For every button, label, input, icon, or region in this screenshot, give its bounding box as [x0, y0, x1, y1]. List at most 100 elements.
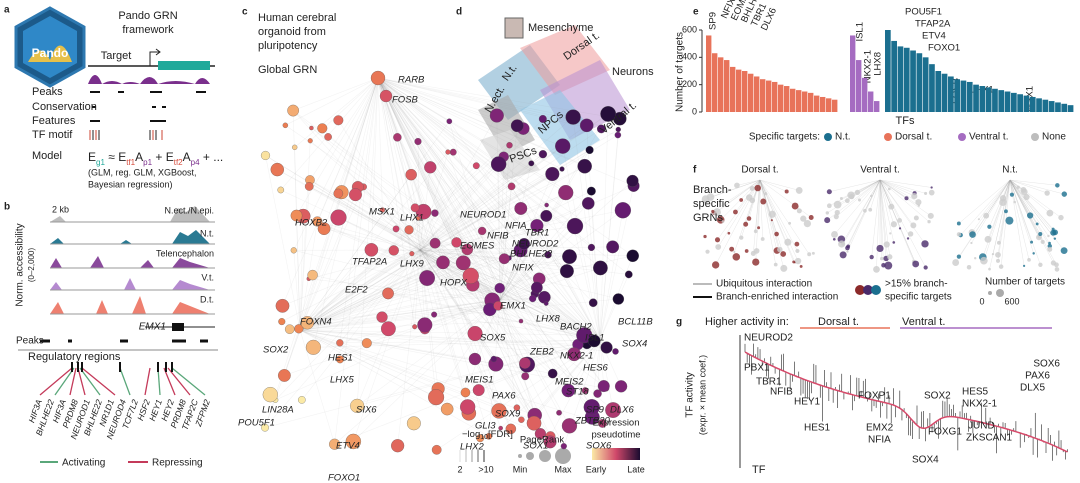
label: RARB	[398, 75, 425, 86]
f-node	[795, 186, 803, 194]
edge	[449, 121, 501, 301]
edge	[299, 320, 522, 331]
f-edge	[879, 179, 914, 226]
tf-node	[597, 380, 610, 393]
label: Model	[32, 150, 62, 162]
tf-node	[312, 216, 323, 227]
label: Target	[101, 50, 132, 62]
label: Regulatory regions	[28, 351, 121, 363]
f-node	[995, 252, 1001, 258]
bar	[850, 35, 856, 112]
f-node	[983, 212, 990, 219]
bar	[820, 96, 826, 112]
edge	[299, 173, 553, 331]
f-node	[883, 241, 890, 248]
f-node	[1054, 267, 1060, 272]
edge	[265, 155, 301, 331]
f-node	[1053, 237, 1057, 240]
label: b	[4, 202, 10, 213]
edge	[313, 249, 421, 348]
fdr-label: −log10[FDR]	[462, 429, 513, 442]
tf-node	[585, 145, 594, 154]
edge	[309, 186, 421, 251]
tf-node	[260, 150, 271, 161]
edge	[284, 299, 501, 376]
tf-node	[290, 247, 297, 254]
label: BCL11B	[618, 317, 653, 328]
f-node	[732, 253, 741, 261]
bar	[868, 91, 874, 112]
f-edge	[1009, 179, 1058, 270]
edge	[299, 329, 607, 389]
f-node	[739, 198, 744, 202]
tf-node	[581, 197, 595, 210]
f-node	[1061, 191, 1068, 197]
label: 2	[457, 464, 462, 474]
edge	[419, 249, 426, 325]
label: NKX2-1	[863, 50, 874, 83]
f-node	[826, 189, 832, 195]
f-node	[794, 257, 802, 265]
edge	[377, 77, 575, 225]
model-equation: Eg1 ≈ Etf1Ap1 + Etf2Ap4 + ...	[88, 150, 223, 166]
edge	[499, 299, 526, 364]
tf-node	[614, 380, 628, 393]
edge	[377, 77, 563, 170]
edge	[499, 278, 540, 301]
tf-node	[307, 138, 313, 144]
edge	[299, 217, 339, 331]
tf-node	[491, 403, 507, 419]
tf-node	[493, 300, 503, 311]
label: Ubiquitous interaction	[716, 279, 812, 290]
g-activity	[744, 343, 1068, 461]
edge	[311, 127, 601, 341]
edge	[500, 339, 601, 429]
bar	[1042, 99, 1049, 112]
signal-track	[88, 75, 210, 84]
edge	[599, 135, 619, 341]
f-edge	[736, 179, 761, 186]
legend-swatch	[824, 133, 832, 141]
f-node	[791, 202, 799, 210]
f-node	[996, 240, 1001, 245]
edge	[377, 77, 588, 345]
tf-node	[510, 119, 524, 133]
equation-part: g1	[96, 158, 105, 167]
edge	[584, 166, 601, 341]
tf-node	[278, 318, 286, 326]
label: N.t.	[1002, 165, 1018, 176]
f-node	[857, 198, 861, 202]
tf-node	[490, 355, 497, 363]
f-node	[714, 237, 721, 243]
edge	[377, 77, 574, 118]
f-edge	[1009, 179, 1041, 235]
edge	[334, 77, 379, 445]
tf-node	[412, 324, 418, 330]
f-edge	[879, 179, 926, 194]
edge	[309, 186, 601, 341]
label: PAX6	[492, 391, 516, 402]
f-node	[1037, 235, 1041, 239]
tf-node	[598, 418, 607, 428]
label: ZBTB20	[574, 416, 611, 427]
label: DLX5	[1020, 383, 1045, 394]
f-node	[1050, 260, 1056, 266]
f-node	[703, 234, 707, 239]
label: SOX9	[495, 409, 521, 420]
edge	[299, 329, 475, 360]
tf-node	[388, 245, 399, 256]
f-node	[952, 259, 960, 266]
edge	[377, 77, 566, 193]
label: organoid from	[258, 26, 326, 38]
f-node	[784, 238, 792, 246]
f-node	[863, 208, 867, 213]
label: ZKSCAN1	[966, 433, 1013, 444]
edge	[499, 298, 533, 301]
label: FOXO1	[328, 473, 360, 483]
edge	[419, 168, 563, 251]
label: DLX6	[610, 405, 634, 416]
f-edge	[705, 179, 761, 200]
f-edge	[879, 179, 919, 203]
tf-node	[472, 162, 480, 170]
label: NEUROD2	[744, 333, 793, 344]
